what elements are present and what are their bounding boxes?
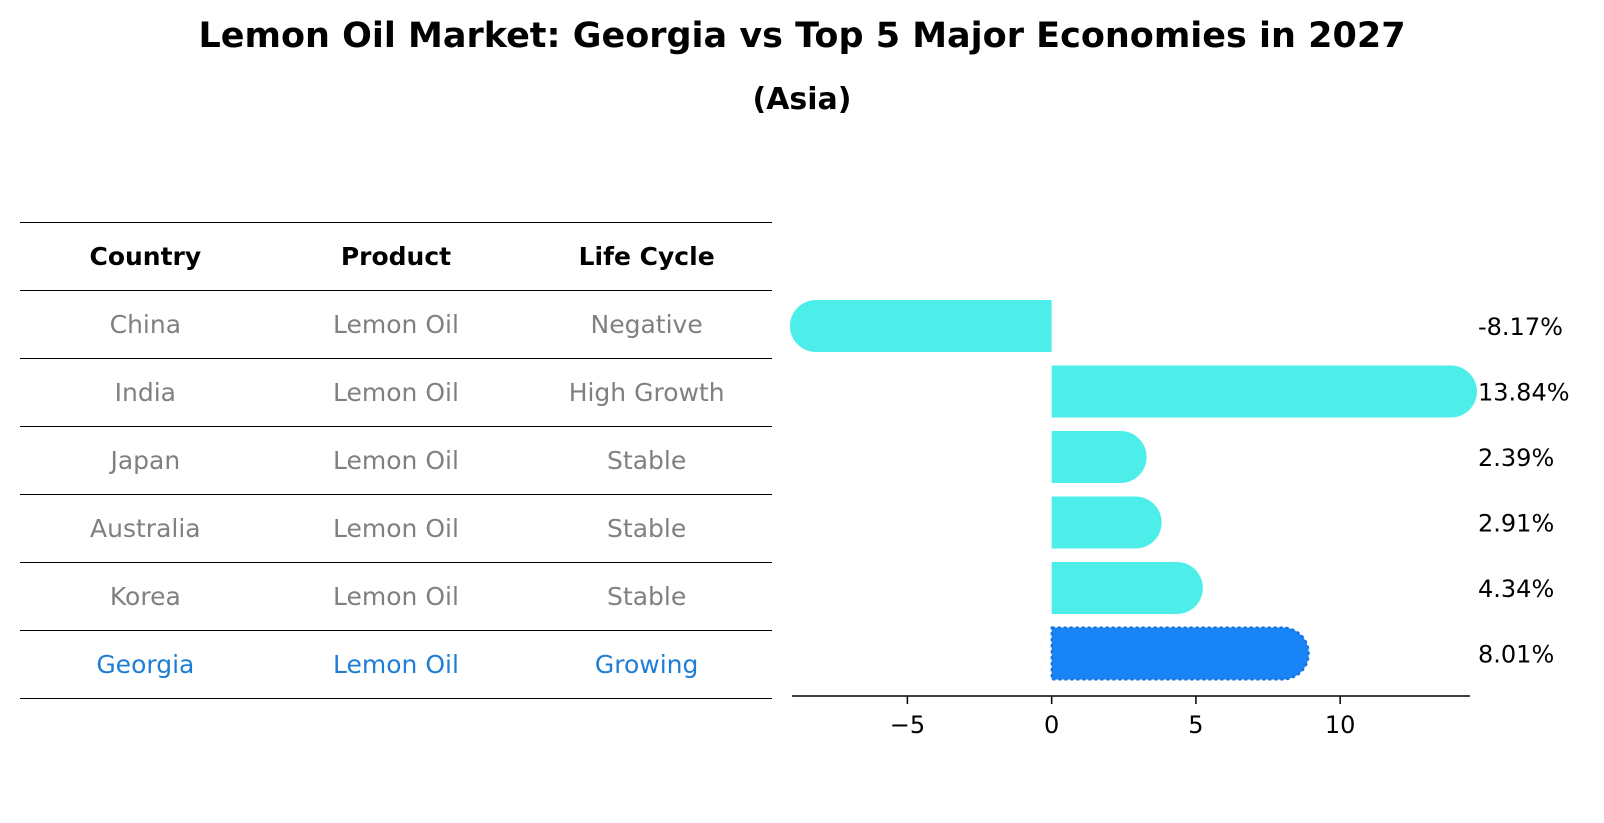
bar-georgia xyxy=(1050,626,1310,681)
table-row: India Lemon Oil High Growth xyxy=(20,358,772,426)
header-life-cycle: Life Cycle xyxy=(578,242,715,271)
bar-india xyxy=(1051,365,1477,418)
data-label: -8.17% xyxy=(1478,313,1563,341)
bar-china xyxy=(789,300,1052,352)
x-tick-label: 10 xyxy=(1325,711,1356,739)
cell-life-cycle: Stable xyxy=(607,582,687,611)
country-table: Country Product Life Cycle China Lemon O… xyxy=(20,222,772,699)
bar-japan xyxy=(1051,431,1147,483)
cell-life-cycle: High Growth xyxy=(568,378,725,407)
cell-country: Georgia xyxy=(96,650,195,679)
cell-life-cycle: Stable xyxy=(607,446,687,475)
cell-country: Korea xyxy=(109,582,181,611)
table-row: Korea Lemon Oil Stable xyxy=(20,562,772,630)
cell-product: Lemon Oil xyxy=(333,378,459,407)
cell-product: Lemon Oil xyxy=(333,582,459,611)
table-row-highlighted: Georgia Lemon Oil Growing xyxy=(20,630,772,699)
table-row: China Lemon Oil Negative xyxy=(20,290,772,358)
data-label: 8.01% xyxy=(1478,641,1554,669)
x-tick-label: −5 xyxy=(890,711,925,739)
x-tick-label: 5 xyxy=(1188,711,1203,739)
data-label: 13.84% xyxy=(1478,379,1570,407)
data-label: 2.91% xyxy=(1478,510,1554,538)
cell-country: Japan xyxy=(110,446,181,475)
cell-product: Lemon Oil xyxy=(333,650,459,679)
cell-life-cycle: Stable xyxy=(607,514,687,543)
table-header-row: Country Product Life Cycle xyxy=(20,222,772,290)
cell-country: India xyxy=(114,378,176,407)
cell-product: Lemon Oil xyxy=(333,514,459,543)
bar-australia xyxy=(1051,496,1162,549)
chart-subtitle: (Asia) xyxy=(752,82,852,117)
cell-life-cycle: Negative xyxy=(590,310,703,339)
data-label: 2.39% xyxy=(1478,444,1554,472)
table-row: Australia Lemon Oil Stable xyxy=(20,494,772,562)
chart-title: Lemon Oil Market: Georgia vs Top 5 Major… xyxy=(198,16,1406,56)
header-country: Country xyxy=(89,242,202,271)
cell-product: Lemon Oil xyxy=(333,446,459,475)
cell-life-cycle: Growing xyxy=(594,650,699,679)
x-tick-label: 0 xyxy=(1044,711,1059,739)
header-product: Product xyxy=(340,242,452,271)
data-label: 4.34% xyxy=(1478,575,1554,603)
cell-product: Lemon Oil xyxy=(333,310,459,339)
table-row: Japan Lemon Oil Stable xyxy=(20,426,772,494)
cell-country: Australia xyxy=(90,514,201,543)
bar-korea xyxy=(1051,562,1203,614)
cell-country: China xyxy=(109,310,182,339)
